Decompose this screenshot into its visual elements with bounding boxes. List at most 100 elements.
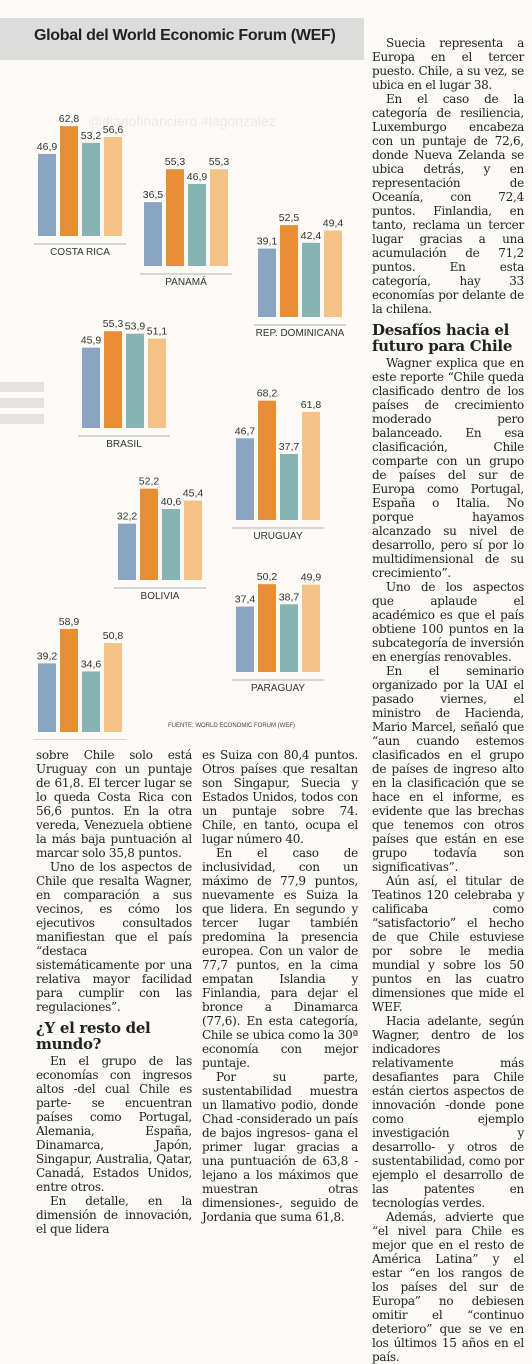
decor-stripe	[0, 382, 44, 392]
section-heading: Desafíos hacia el futuro para Chile	[372, 321, 513, 355]
bar-value-label: 55,3	[103, 318, 124, 330]
bar-chart-3: 45,955,3 53,9 51,1 BRASIL	[78, 318, 170, 450]
bar-value-label: 38,7	[279, 591, 300, 603]
bar-value-label: 49,4	[323, 218, 344, 230]
bar-value-label: 37,4	[235, 594, 256, 606]
bar-chart-0: 46,9 62,853,2 56,6 COSTA RICA	[34, 113, 126, 258]
decor-stripe	[0, 398, 44, 408]
country-label: URUGUAY	[253, 531, 303, 542]
country-label: PARAGUAY	[251, 683, 305, 694]
paragraph: En el caso de la categoría de resilienci…	[372, 92, 524, 316]
bar-value-label: 36,5	[143, 189, 164, 201]
bar-value-label: 32,2	[117, 511, 138, 523]
right-column: Suecia representa a Europa en el tercer …	[372, 36, 524, 1364]
bar	[280, 454, 298, 520]
bar-value-label: 53,2	[81, 130, 102, 142]
bar	[280, 225, 298, 317]
bar	[258, 400, 276, 520]
country-label: BOLIVIA	[141, 591, 180, 602]
bar-value-label: 68,2	[257, 388, 278, 400]
bar	[166, 169, 184, 266]
paragraph: En el grupo de las economías con ingreso…	[36, 1054, 192, 1194]
bar-chart-6: 37,450,238,749,9 PARAGUAY	[232, 571, 324, 694]
bar	[140, 488, 158, 580]
bar-value-label: 50,2	[257, 571, 278, 583]
source-note: FUENTE: WORLD ECONOMIC FORUM (WEF)	[168, 723, 295, 729]
paragraph: es Suiza con 80,4 puntos. Otros países q…	[202, 748, 358, 846]
paragraph: sobre Chile solo está Uruguay con un pun…	[36, 748, 192, 860]
paragraph: Suecia representa a Europa en el tercer …	[372, 36, 524, 92]
bar-charts: @diariofinanciero #lagonzalez46,962,853,…	[0, 113, 346, 740]
bar-chart-4: 46,7 68,2 37,7 61,8 URUGUAY	[232, 388, 324, 542]
paragraph: Por su parte, sustentabilidad muestra un…	[202, 1070, 358, 1224]
paragraph: En el caso de inclusividad, con un máxim…	[202, 846, 358, 1070]
bar	[162, 508, 180, 580]
bar-value-label: 34,6	[81, 658, 102, 670]
bar	[302, 411, 320, 520]
paragraph: Uno de los aspectos de Chile que resalta…	[36, 860, 192, 1014]
bar	[236, 438, 254, 520]
country-label: BRASIL	[106, 439, 142, 450]
bar-value-label: 51,1	[147, 326, 168, 338]
paragraph: En detalle, en la dimensión de innovació…	[36, 1194, 192, 1236]
section-heading: ¿Y el resto del mundo?	[36, 1019, 151, 1053]
bar	[210, 169, 228, 266]
middle-column: es Suiza con 80,4 puntos. Otros países q…	[202, 748, 358, 1224]
bar-value-label: 58,9	[59, 616, 80, 628]
bar	[104, 643, 122, 732]
bar	[280, 604, 298, 672]
bar	[82, 671, 100, 732]
country-label: PANAMÁ	[165, 275, 207, 288]
bar-value-label: 55,3	[165, 156, 186, 168]
decor-stripe	[0, 414, 44, 424]
chart-title: Global del World Economic Forum (WEF)	[34, 27, 336, 44]
country-label: COSTA RICA	[50, 247, 110, 258]
bar-chart-5: 32,2 52,240,645,4 BOLIVIA	[114, 476, 206, 602]
left-column: sobre Chile solo está Uruguay con un pun…	[36, 748, 192, 1236]
bar	[184, 500, 202, 580]
bar	[126, 333, 144, 428]
bar-value-label: 45,9	[81, 335, 102, 347]
bar-value-label: 46,7	[235, 425, 256, 437]
charts-area: @diariofinanciero #lagonzalez 46,9 62,8 53,…	[0, 60, 364, 740]
country-label: REP. DOMINICANA	[256, 328, 345, 339]
paragraph: Además, advierte que “el nivel para Chil…	[372, 1210, 524, 1364]
bar	[148, 338, 166, 428]
bar-chart-7: 39,258,934,650,8ARGENTINA	[34, 616, 126, 740]
bar-value-label: 46,9	[37, 141, 58, 153]
bar	[104, 331, 122, 428]
bar-value-label: 40,6	[161, 496, 182, 508]
paragraph: Aún así, el titular de Teatinos 120 cele…	[372, 874, 524, 1014]
bar	[60, 628, 78, 732]
bar-value-label: 37,7	[279, 441, 300, 453]
bar	[38, 153, 56, 236]
paragraph: En el seminario organizado por la UAI el…	[372, 664, 524, 874]
bar-value-label: 52,5	[279, 212, 300, 224]
bar-value-label: 42,4	[301, 230, 322, 242]
bar	[82, 142, 100, 236]
bar-value-label: 61,8	[301, 399, 322, 411]
bar-value-label: 45,4	[183, 488, 204, 500]
bar-value-label: 52,2	[139, 476, 160, 488]
bar-value-label: 39,1	[257, 236, 278, 248]
bar-value-label: 49,9	[301, 572, 322, 584]
bar	[82, 347, 100, 428]
bar	[38, 663, 56, 732]
bar	[302, 242, 320, 317]
bar-chart-2: 39,152,542,449,4 REP. DOMINICANA	[254, 212, 346, 339]
paragraph: Hacia adelante, según Wagner, dentro de …	[372, 1014, 524, 1210]
bar-value-label: 55,3	[209, 156, 230, 168]
bar-chart-1: 36,5 55,346,955,3 PANAMÁ	[140, 156, 232, 288]
bar-value-label: 53,9	[125, 321, 146, 333]
paragraph: Uno de los aspectos que aplaude el acadé…	[372, 580, 524, 664]
paragraph: Wagner explica que en este reporte “Chil…	[372, 356, 524, 580]
bar	[144, 202, 162, 266]
watermark: @diariofinanciero #lagonzalez	[88, 113, 276, 129]
bar	[60, 126, 78, 236]
bar	[258, 248, 276, 317]
bar	[324, 230, 342, 317]
bar-value-label: 50,8	[103, 630, 124, 642]
bar-value-label: 46,9	[187, 171, 208, 183]
bar	[104, 136, 122, 236]
bar-value-label: 39,2	[37, 650, 58, 662]
